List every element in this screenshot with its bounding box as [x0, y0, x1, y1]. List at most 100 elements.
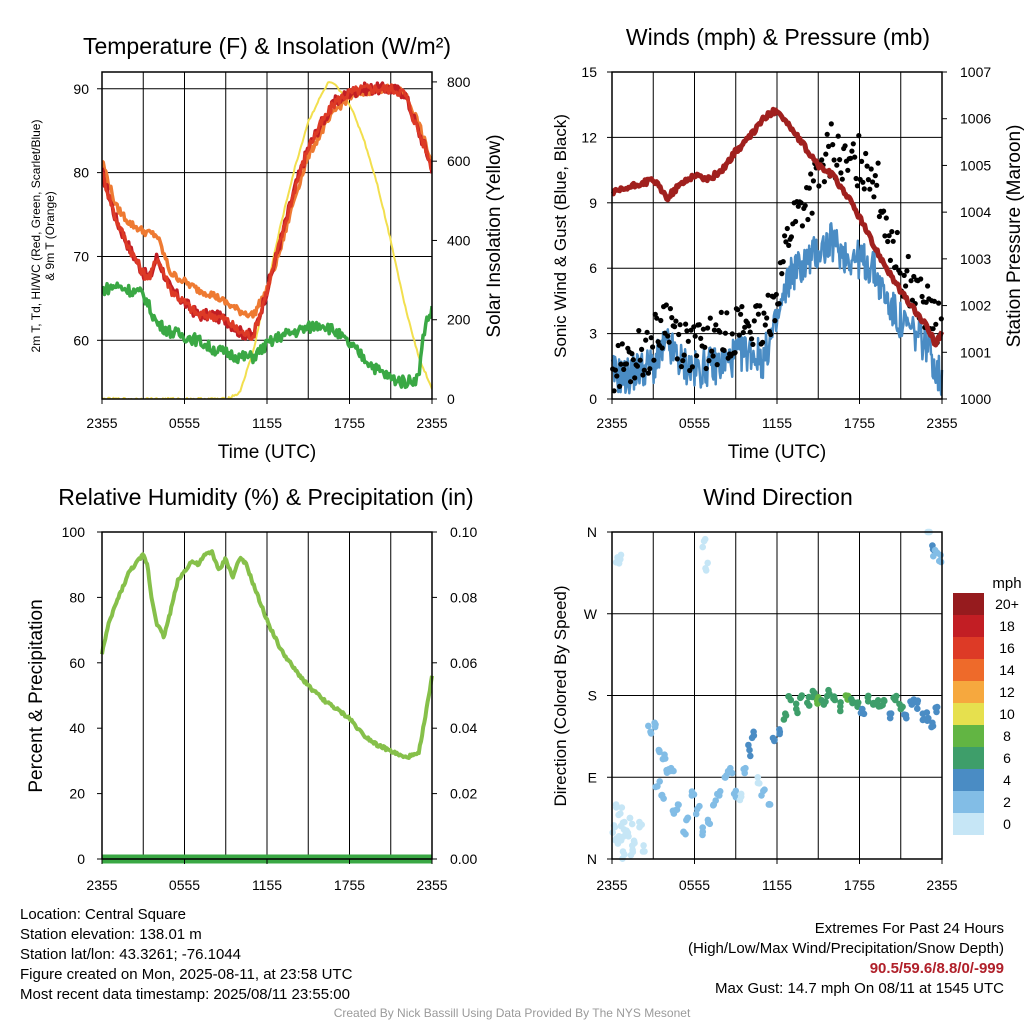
- gust-point: [757, 303, 763, 309]
- elevation-text: Station elevation: 138.01 m: [20, 926, 202, 943]
- gust-point: [711, 327, 718, 333]
- gust-point: [751, 318, 757, 324]
- y2-tick-label: 0: [447, 391, 455, 407]
- max-gust-text: Max Gust: 14.7 mph On 08/11 at 1545 UTC: [714, 980, 1004, 997]
- gust-point: [612, 367, 619, 373]
- direction-point: [937, 558, 945, 566]
- extremes-info: Extremes For Past 24 Hours (High/Low/Max…: [688, 919, 1004, 999]
- gust-point: [645, 370, 652, 376]
- gust-point: [760, 339, 766, 345]
- gust-point: [709, 348, 715, 354]
- direction-point: [930, 552, 937, 560]
- gust-point: [710, 353, 716, 359]
- y-tick-label: E: [588, 769, 597, 785]
- colorbar-swatch: [953, 637, 984, 659]
- y-tick-label: 60: [69, 655, 85, 671]
- colorbar-swatch: [953, 769, 984, 791]
- gust-point: [628, 379, 634, 385]
- gust-point: [793, 218, 799, 225]
- gust-point: [936, 300, 942, 306]
- temperature-panel: Temperature (F) & Insolation (W/m²) 2355…: [29, 33, 505, 463]
- y2-tick-label: 0.02: [450, 786, 477, 802]
- direction-point: [722, 774, 729, 781]
- gust-point: [854, 183, 861, 189]
- gust-point: [684, 328, 690, 334]
- gust-point: [837, 157, 843, 163]
- humidity-ylabel-left: Percent & Precipitation: [26, 599, 47, 792]
- y-tick-label: 3: [589, 326, 597, 342]
- direction-point: [923, 709, 931, 716]
- y-tick-label: 20: [69, 786, 85, 802]
- direction-point: [854, 699, 862, 706]
- winds-series: [610, 106, 945, 396]
- colorbar-swatch: [953, 813, 984, 835]
- gust-point: [647, 366, 653, 372]
- colorbar-swatch: [953, 725, 984, 747]
- y2-tick-label: 0.00: [450, 851, 477, 867]
- x-tick-label: 1755: [334, 877, 365, 893]
- gust-point: [776, 301, 782, 307]
- gust-point: [810, 178, 817, 184]
- gust-point: [823, 151, 829, 157]
- gust-point: [903, 283, 909, 289]
- gust-point: [867, 186, 873, 192]
- y-tick-label: 12: [581, 129, 597, 145]
- gust-point: [918, 276, 924, 282]
- gust-point: [746, 323, 752, 329]
- gust-point: [648, 335, 654, 341]
- extremes-subtitle: (High/Low/Max Wind/Precipitation/Snow De…: [688, 940, 1004, 957]
- direction-point: [902, 711, 910, 719]
- y-tick-label: 80: [73, 165, 89, 181]
- gust-point: [698, 335, 704, 341]
- gust-point: [717, 329, 723, 335]
- gust-point: [905, 253, 911, 260]
- x-tick-label: 2355: [596, 415, 627, 431]
- gust-point: [919, 293, 925, 300]
- winds-xlabel: Time (UTC): [728, 442, 827, 463]
- direction-point: [914, 697, 922, 704]
- gust-point: [861, 186, 867, 192]
- gust-point: [614, 373, 620, 379]
- gust-point: [611, 388, 617, 394]
- gust-point: [637, 357, 643, 363]
- gust-point: [667, 306, 674, 312]
- wind-direction-panel: Wind Direction 2355 0555 1155 1755 2355 N E S W N…: [551, 484, 1022, 893]
- colorbar-label: 2: [1003, 794, 1011, 810]
- direction-point: [714, 790, 721, 798]
- gust-point: [798, 200, 804, 206]
- direction-point: [673, 806, 681, 813]
- gust-point: [735, 307, 741, 313]
- y-tick-label: 0: [77, 851, 85, 867]
- gust-point: [850, 141, 856, 147]
- extremes-values: 90.5/59.6/8.8/0/-999: [869, 960, 1004, 977]
- y2-tick-label: 0.06: [450, 655, 477, 671]
- gust-point: [663, 302, 669, 308]
- direction-point: [924, 717, 931, 724]
- gust-point: [868, 166, 874, 172]
- x-tick-label: 2355: [86, 877, 117, 893]
- y2-tick-label: 1005: [960, 157, 991, 173]
- gust-point: [736, 332, 742, 338]
- colorbar-label: 14: [999, 662, 1015, 678]
- humidity-panel: Relative Humidity (%) & Precipitation (i…: [26, 484, 477, 893]
- direction-point: [656, 747, 663, 755]
- gust-point: [761, 310, 767, 316]
- gust-point: [694, 353, 700, 359]
- winds-pressure-panel: Winds (mph) & Pressure (mb) 2355 0555 1155…: [551, 24, 1024, 463]
- gust-point: [654, 315, 660, 321]
- direction-point: [619, 848, 627, 855]
- direction-point: [794, 709, 801, 717]
- direction-point: [627, 851, 635, 859]
- gust-point: [779, 271, 785, 277]
- credit-text: Created By Nick Bassill Using Data Provi…: [333, 1006, 691, 1020]
- gust-point: [691, 324, 697, 330]
- direction-point: [640, 842, 647, 849]
- wind-direction-ylabel: Direction (Colored By Speed): [551, 585, 570, 806]
- latlon-text: Station lat/lon: 43.3261; -76.1044: [20, 946, 242, 963]
- colorbar-swatch: [953, 615, 984, 637]
- gust-point: [707, 315, 713, 321]
- gust-point: [685, 338, 691, 344]
- direction-point: [692, 810, 700, 818]
- direction-point: [750, 732, 758, 739]
- direction-point: [818, 697, 825, 704]
